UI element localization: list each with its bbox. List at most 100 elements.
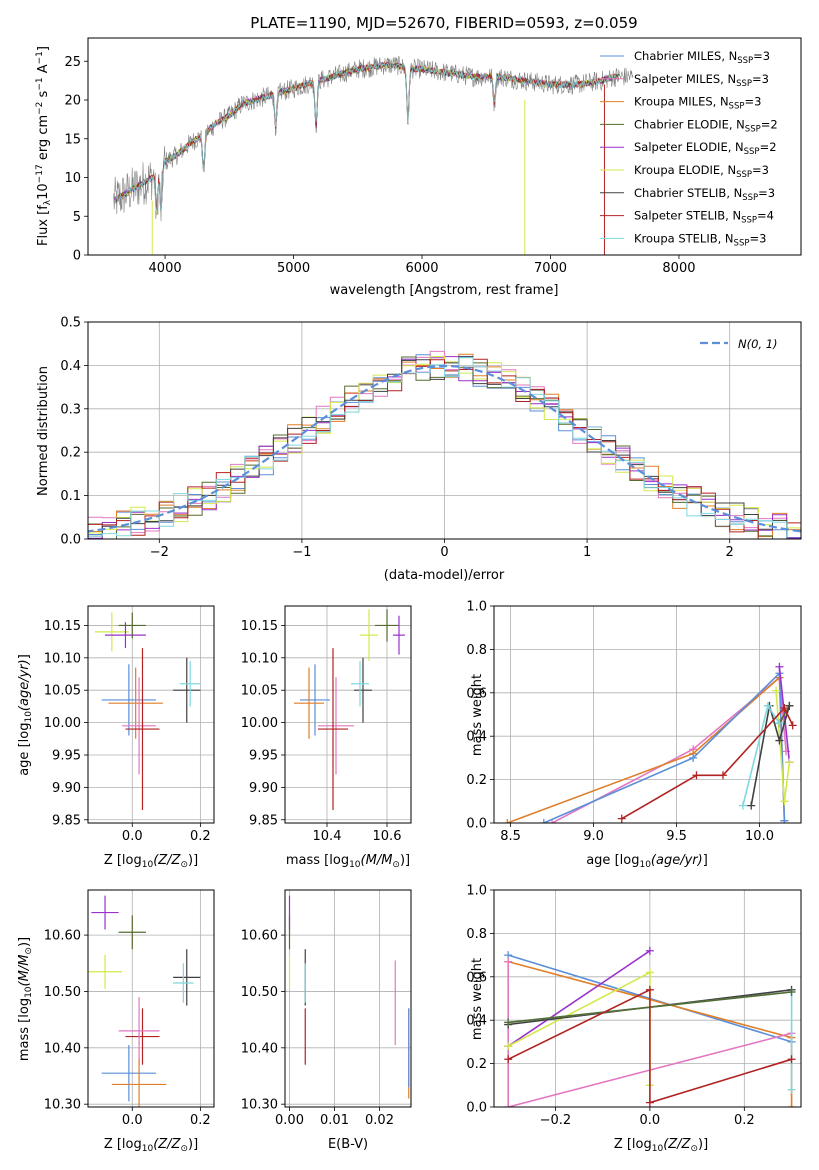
y-tick-label: 10.40 xyxy=(241,1041,278,1056)
age-vs-mass-panel: mass [log10(M/M⊙)] 10.4 10.6 9.85 9.90 9.95 1… xyxy=(241,605,412,870)
y-tick-label: 10.15 xyxy=(241,619,278,634)
plus-marker xyxy=(504,957,513,966)
age-y-axis-label: age [log10(age/yr)] xyxy=(17,654,34,776)
normal-curve-line xyxy=(88,364,801,533)
mass-z-x-axis-label: Z [log10(Z/Z⊙)] xyxy=(104,1137,198,1154)
weight-series-line xyxy=(621,706,794,820)
x-tick-label: 10.4 xyxy=(313,829,342,844)
plus-marker xyxy=(645,968,654,977)
y-tick-label: 0.8 xyxy=(466,643,487,658)
x-tick-label: 0.2 xyxy=(190,1113,211,1128)
y-tick-label: 0.0 xyxy=(60,533,81,548)
x-tick-label: −2 xyxy=(150,545,169,560)
y-tick-label: 10.60 xyxy=(241,929,278,944)
legend-entry: Salpeter ELODIE, NSSP=2 xyxy=(634,140,777,157)
mass-vs-metallicity-panel: Z [log10(Z/Z⊙)] mass [log10(M/M⊙)] 0.0 0.… xyxy=(17,889,215,1154)
plus-marker xyxy=(504,1055,513,1064)
axes-frame xyxy=(87,605,215,824)
spectrum-lines xyxy=(113,55,633,255)
axes-frame xyxy=(493,605,802,824)
plus-marker xyxy=(787,1103,796,1107)
axes-frame xyxy=(87,889,215,1108)
plus-marker xyxy=(787,1055,796,1064)
x-tick-label: −1 xyxy=(292,545,311,560)
axes-frame xyxy=(493,889,802,1108)
y-tick-label: 1.0 xyxy=(466,884,487,899)
x-tick-label: 9.5 xyxy=(666,829,687,844)
age-vs-metallicity-panel: Z [log10(Z/Z⊙)] age [log10(age/yr)] 0.0 0… xyxy=(17,605,215,870)
plus-marker xyxy=(645,946,654,955)
plus-marker xyxy=(775,662,784,671)
weight-series-line xyxy=(750,705,791,806)
y-tick-label: 9.95 xyxy=(249,748,278,763)
model-spectrum-line xyxy=(113,61,620,213)
y-tick-label: 0.4 xyxy=(60,359,81,374)
axes-frame xyxy=(284,605,412,824)
x-tick-label: 2 xyxy=(726,545,734,560)
plus-marker xyxy=(617,814,626,823)
y-tick-label: 10.30 xyxy=(44,1098,81,1113)
residual-y-axis-label: Normed distribution xyxy=(36,366,51,496)
y-tick-label: 9.85 xyxy=(249,813,278,828)
x-tick-label: 4000 xyxy=(149,261,182,276)
y-tick-label: 0.5 xyxy=(60,316,81,331)
x-tick-label: −0.2 xyxy=(540,1113,572,1128)
legend-entry: Kroupa MILES, NSSP=3 xyxy=(634,95,761,112)
legend-entry: Chabrier MILES, NSSP=3 xyxy=(634,49,770,66)
y-tick-label: 0 xyxy=(73,249,81,264)
chart-title: PLATE=1190, MJD=52670, FIBERID=0593, z=0… xyxy=(250,14,637,32)
x-tick-label: 8.5 xyxy=(500,829,521,844)
errorbar-points xyxy=(294,609,405,811)
y-tick-label: 10.00 xyxy=(241,716,278,731)
errorbar-points xyxy=(94,612,201,811)
weight-series-line xyxy=(507,675,786,823)
plus-marker xyxy=(785,758,794,767)
x-tick-label: 0.0 xyxy=(122,1113,143,1128)
y-tick-label: 10.50 xyxy=(44,985,81,1000)
errorbar-points xyxy=(88,895,201,1107)
plus-marker xyxy=(689,753,698,762)
plus-marker xyxy=(747,801,756,810)
axes-frame xyxy=(87,321,802,540)
axes-frame xyxy=(87,37,802,256)
weight-series-line xyxy=(543,671,786,823)
plus-marker xyxy=(738,801,747,810)
plus-marker xyxy=(787,987,796,996)
plus-marker xyxy=(787,1085,796,1094)
errorbar-points xyxy=(288,895,410,1099)
plus-marker xyxy=(780,797,789,806)
y-tick-label: 0.0 xyxy=(466,1101,487,1116)
x-tick-label: 5000 xyxy=(277,261,310,276)
residual-histogram-panel: (data-model)/error Normed distribution −… xyxy=(36,316,802,583)
y-tick-label: 9.90 xyxy=(52,781,81,796)
ebv-x-axis-label: E(B-V) xyxy=(328,1137,368,1152)
x-tick-label: 6000 xyxy=(405,261,438,276)
spectrum-x-axis-label: wavelength [Angstrom, rest frame] xyxy=(330,283,559,298)
x-tick-label: 0.0 xyxy=(640,1113,661,1128)
plus-marker xyxy=(539,819,548,823)
weight-series-line xyxy=(507,988,792,1104)
y-tick-label: 0.6 xyxy=(466,970,487,985)
y-tick-label: 10.30 xyxy=(241,1098,278,1113)
plus-marker xyxy=(788,721,797,730)
y-tick-label: 0.1 xyxy=(60,489,81,504)
y-tick-label: 10.10 xyxy=(241,651,278,666)
y-tick-label: 0.0 xyxy=(466,817,487,832)
y-tick-label: 10 xyxy=(64,171,81,186)
y-tick-label: 10.10 xyxy=(44,651,81,666)
plus-marker xyxy=(772,686,781,695)
weight-lines xyxy=(503,662,797,823)
y-tick-label: 9.85 xyxy=(52,813,81,828)
x-tick-label: 0.2 xyxy=(190,829,211,844)
plus-marker xyxy=(785,701,794,710)
mw-age-x-axis-label: age [log10(age/yr)] xyxy=(586,853,708,870)
histogram-lines xyxy=(88,350,801,539)
x-tick-label: 0.0 xyxy=(122,829,143,844)
plus-marker xyxy=(503,819,512,823)
mass-vs-ebv-panel: E(B-V) 0.00 0.01 0.02 10.30 10.40 10.50 10.60 xyxy=(241,889,412,1152)
weight-series-line xyxy=(507,961,792,1107)
spectrum-y-axis-label: Flux [fλ10−17 erg cm−2 s−1 A−1] xyxy=(35,46,53,246)
plus-marker xyxy=(775,736,784,745)
y-tick-label: 0.4 xyxy=(466,730,487,745)
x-tick-label: 9.0 xyxy=(583,829,604,844)
